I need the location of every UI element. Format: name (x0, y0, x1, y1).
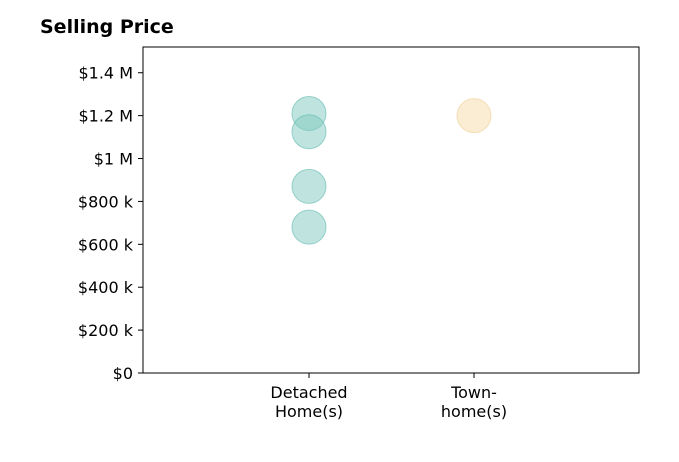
data-point (291, 114, 327, 150)
y-tick-label: $400 k (78, 278, 134, 297)
x-tick-label: home(s) (441, 402, 507, 421)
data-point (291, 168, 327, 204)
y-tick-label: $1.4 M (78, 64, 133, 83)
plot-frame (142, 46, 640, 374)
data-point (456, 98, 492, 134)
y-tick-label: $800 k (78, 192, 134, 211)
y-tick-label: $1 M (94, 150, 133, 169)
y-tick-label: $0 (113, 364, 133, 383)
x-tick-label: Home(s) (275, 402, 343, 421)
y-tick-label: $600 k (78, 235, 134, 254)
data-point (291, 209, 327, 245)
y-tick-label: $1.2 M (78, 107, 133, 126)
x-tick-label: Detached (270, 383, 347, 402)
x-tick-label: Town- (450, 383, 497, 402)
y-tick-label: $200 k (78, 321, 134, 340)
chart-title: Selling Price (40, 16, 174, 38)
